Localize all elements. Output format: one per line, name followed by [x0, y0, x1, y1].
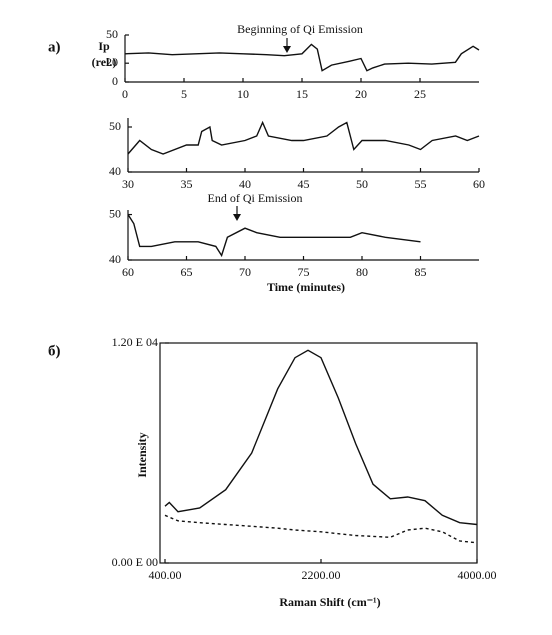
x-tick-label: 65	[181, 265, 193, 279]
x-tick-label: 70	[239, 265, 251, 279]
data-line	[164, 514, 478, 544]
x-tick-label: 20	[355, 87, 367, 101]
y-tick-label: 1.20 E 04	[112, 335, 158, 349]
x-tick-label: 40	[239, 177, 251, 191]
annotation: End of Qi Emission	[208, 191, 303, 205]
x-axis-label: Time (minutes)	[267, 280, 345, 294]
x-tick-label: 55	[415, 177, 427, 191]
x-tick-label: 50	[356, 177, 368, 191]
data-line	[127, 214, 421, 258]
x-tick-label: 35	[181, 177, 193, 191]
x-tick-label: 80	[356, 265, 368, 279]
plot-frame	[159, 342, 478, 564]
x-tick-label: 4000.00	[458, 568, 497, 582]
y-tick-label: 50	[109, 119, 121, 133]
y-tick-label: 20	[106, 55, 118, 69]
y-tick-label: 40	[109, 252, 121, 266]
y-tick-label: 50	[106, 27, 118, 41]
x-tick-label: 5	[181, 87, 187, 101]
x-tick-label: 15	[296, 87, 308, 101]
y-axis-label: (rel.)	[92, 55, 117, 69]
annotation: Beginning of Qi Emission	[237, 22, 363, 36]
data-line	[127, 120, 480, 155]
x-tick-label: 60	[122, 265, 134, 279]
x-tick-label: 0	[122, 87, 128, 101]
y-tick-label: 0	[112, 74, 118, 88]
data-line	[124, 43, 480, 72]
y-axis-label: Ip	[98, 39, 110, 53]
x-tick-label: 45	[298, 177, 310, 191]
x-tick-label: 85	[415, 265, 427, 279]
x-tick-label: 25	[414, 87, 426, 101]
panel-label: б)	[48, 343, 61, 359]
x-tick-label: 75	[298, 265, 310, 279]
x-tick-label: 2200.00	[302, 568, 341, 582]
y-tick-label: 50	[109, 206, 121, 220]
y-tick-label: 0.00 E 00	[112, 555, 158, 569]
y-tick-label: 40	[109, 164, 121, 178]
x-tick-label: 60	[473, 177, 485, 191]
x-tick-label: 10	[237, 87, 249, 101]
annotation-arrow	[233, 38, 291, 221]
x-tick-label: 400.00	[149, 568, 182, 582]
x-axis-label: Raman Shift (cm⁻¹)	[279, 595, 380, 609]
panel-label: a)	[48, 39, 61, 55]
y-axis-label: Intensity	[135, 432, 149, 477]
data-line	[164, 349, 478, 526]
x-tick-label: 30	[122, 177, 134, 191]
